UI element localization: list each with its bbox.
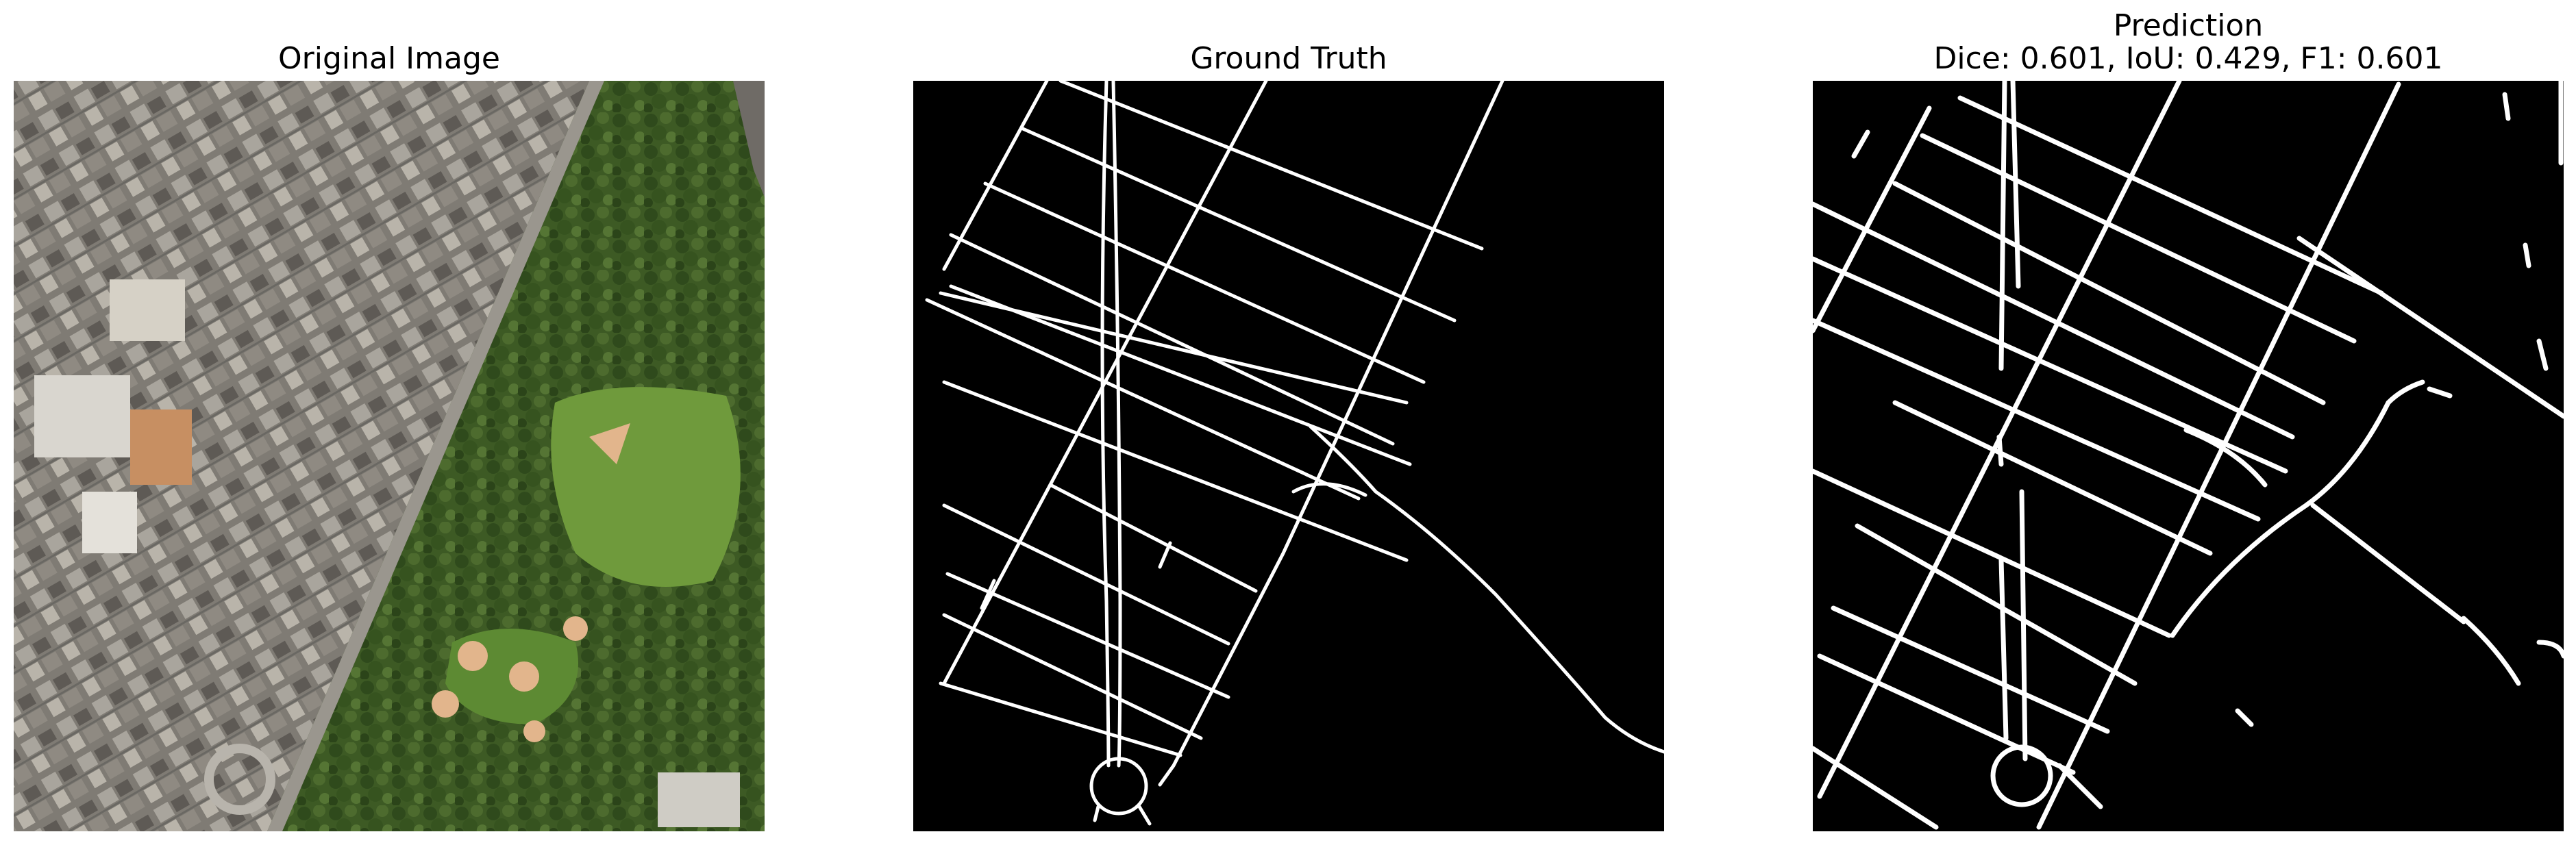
ground-truth-panel (913, 81, 1664, 831)
prediction-mask (1813, 81, 2564, 831)
aerial-photo (14, 81, 765, 831)
prediction-metrics: Dice: 0.601, IoU: 0.429, F1: 0.601 (1933, 41, 2443, 76)
original-image-title: Original Image (278, 41, 500, 76)
prediction-title: Prediction (2113, 8, 2264, 43)
prediction-panel (1813, 81, 2564, 831)
ground-truth-mask (913, 81, 1664, 831)
original-image-panel (14, 81, 765, 831)
ground-truth-title: Ground Truth (1190, 41, 1387, 76)
